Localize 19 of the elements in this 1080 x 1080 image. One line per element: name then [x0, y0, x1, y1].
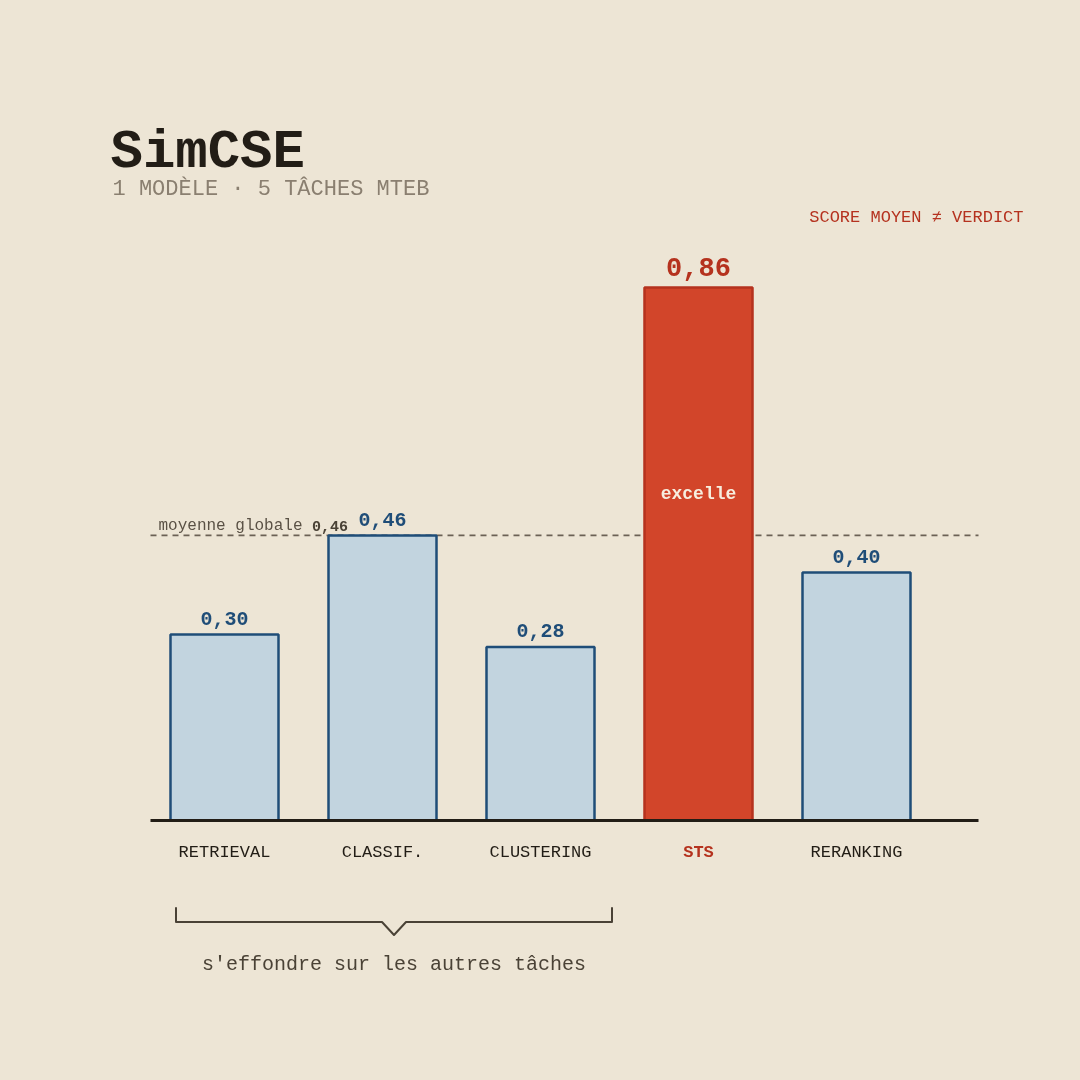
x-tick-label: RERANKING	[810, 843, 903, 862]
text: SCORE MOYEN ≠ VERDICT	[809, 208, 1024, 227]
x-tick-label: CLUSTERING	[489, 843, 592, 862]
bar	[169, 633, 280, 822]
text: s'effondre sur les autres tâches	[201, 953, 587, 977]
annotation: excelle	[660, 483, 737, 504]
bar	[485, 645, 596, 822]
data-label: 0,30	[200, 608, 249, 632]
bar	[643, 286, 754, 822]
data-label: 0,86	[666, 253, 731, 284]
bar	[327, 534, 438, 822]
x-tick-label: CLASSIF.	[341, 843, 424, 862]
bar	[801, 571, 912, 822]
data-label: 0,28	[516, 620, 565, 644]
data-label: 0,46	[358, 508, 407, 532]
x-tick-label: RETRIEVAL	[178, 843, 271, 862]
x-tick-label: STS	[683, 843, 714, 862]
ref-line-label: moyenne globale 0,46	[158, 517, 349, 537]
data-label: 0,40	[832, 546, 881, 570]
